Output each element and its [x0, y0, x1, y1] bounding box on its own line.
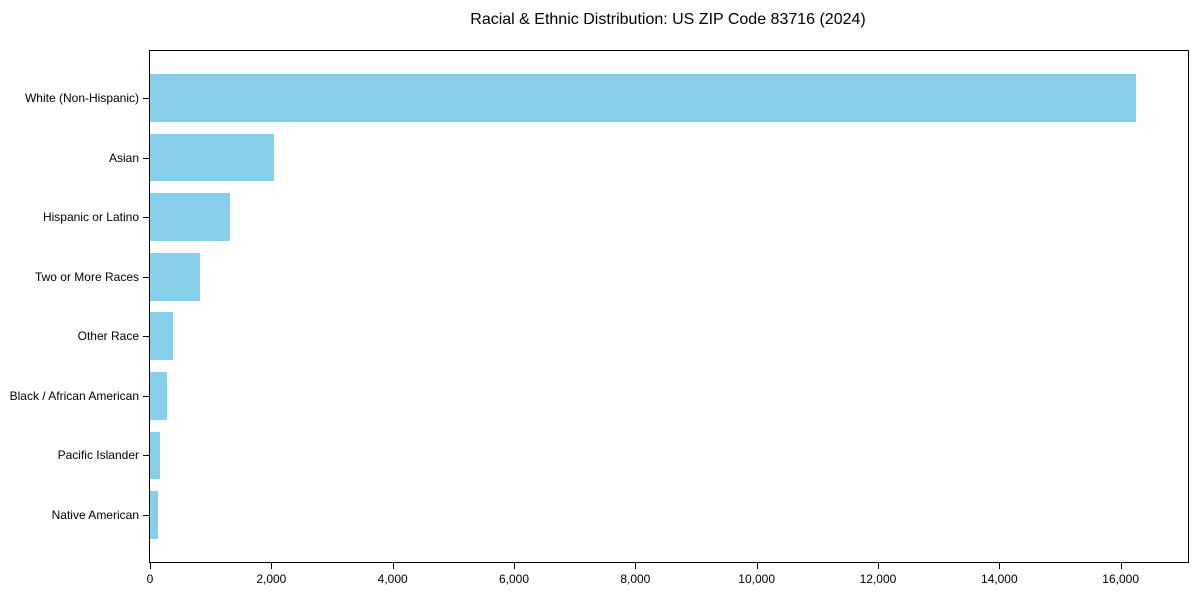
- y-tick-label: Black / African American: [9, 388, 139, 403]
- x-tick-mark: [392, 563, 394, 569]
- y-tick-label: Pacific Islander: [57, 448, 139, 463]
- chart-title: Racial & Ethnic Distribution: US ZIP Cod…: [470, 11, 866, 28]
- y-tick-mark: [143, 98, 149, 100]
- bar: [150, 133, 275, 182]
- x-tick-label: 14,000: [980, 572, 1018, 586]
- x-tick-label: 0: [146, 572, 154, 586]
- x-tick-label: 4,000: [377, 572, 408, 586]
- bar: [150, 74, 1136, 122]
- y-tick-label: Asian: [108, 150, 139, 165]
- x-tick-label: 10,000: [738, 572, 775, 586]
- y-tick-mark: [143, 514, 149, 516]
- x-tick-mark: [1120, 563, 1122, 569]
- y-tick-label: Two or More Races: [34, 269, 139, 284]
- x-tick-label: 12,000: [859, 572, 897, 586]
- y-tick-label: Hispanic or Latino: [42, 210, 139, 225]
- y-tick-mark: [143, 455, 149, 457]
- y-tick-mark: [143, 336, 149, 338]
- plot-area: White (Non-Hispanic) Asian Hispanic or Lat…: [10, 50, 1189, 585]
- y-tick-mark: [143, 276, 149, 278]
- y-tick-mark: [143, 395, 149, 397]
- bar: [150, 491, 158, 539]
- x-tick-label: 8,000: [620, 572, 651, 586]
- x-tick-mark: [150, 563, 151, 569]
- y-tick-label: Other Race: [77, 329, 139, 344]
- bar: [150, 372, 167, 420]
- x-tick-mark: [271, 563, 273, 569]
- x-tick-mark: [877, 563, 879, 569]
- y-tick-mark: [143, 217, 149, 219]
- y-tick-label: Native American: [51, 507, 139, 522]
- bar: [150, 431, 160, 480]
- bar: [150, 252, 200, 301]
- x-tick-mark: [999, 563, 1001, 569]
- x-tick-mark: [756, 563, 758, 569]
- x-tick-label: 6,000: [498, 572, 529, 586]
- y-tick-label: White (Non-Hispanic): [24, 91, 139, 106]
- x-tick-mark: [513, 563, 515, 569]
- x-tick-label: 2,000: [256, 572, 287, 586]
- bar: [150, 193, 231, 241]
- y-tick-mark: [143, 157, 149, 159]
- bar: [150, 312, 174, 361]
- x-tick-mark: [635, 563, 637, 569]
- x-tick-label: 16,000: [1102, 572, 1139, 586]
